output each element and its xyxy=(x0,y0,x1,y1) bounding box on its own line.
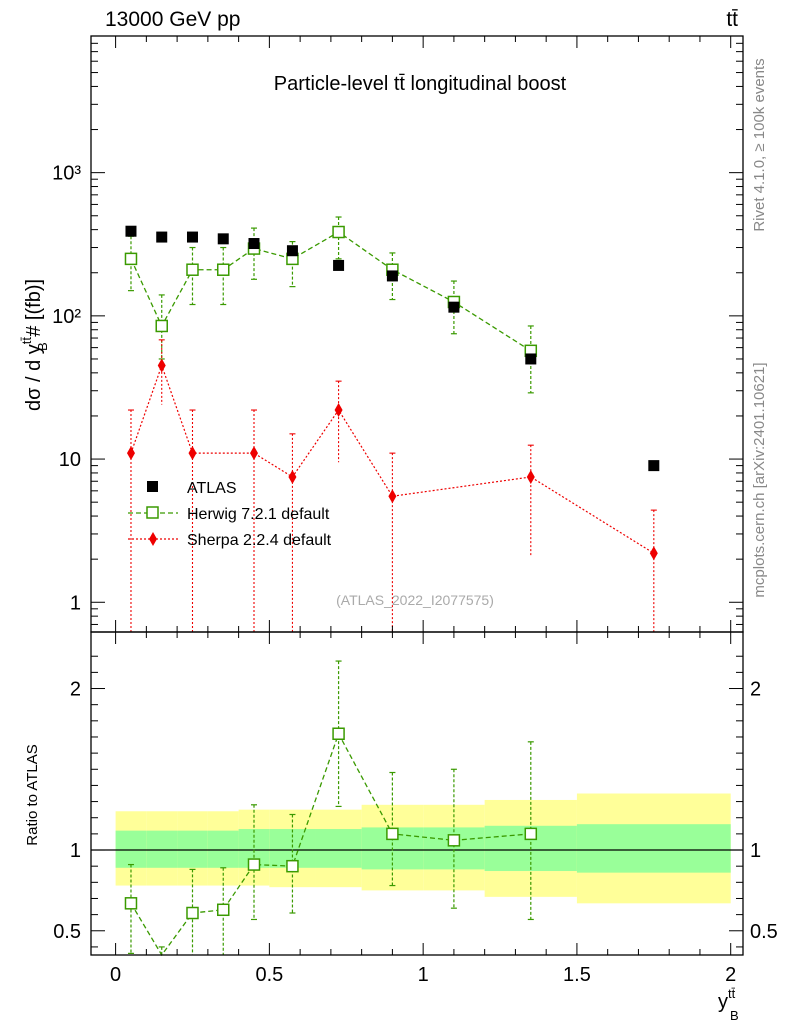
band-inner-10 xyxy=(576,824,731,873)
atlas-point-1 xyxy=(156,231,168,243)
ratio-uncertainty-bands xyxy=(115,793,731,904)
band-inner-1 xyxy=(146,830,178,868)
atlas-point-6 xyxy=(333,259,345,271)
y-tick-label-main-2: 10² xyxy=(52,306,81,328)
process-label: tt̄ xyxy=(726,8,738,31)
herwig-ratio-point-2 xyxy=(186,906,199,920)
atlas-point-10 xyxy=(648,460,660,472)
herwig-ratio-point-8 xyxy=(447,834,461,847)
y-tick-label-ratio-left-0: 0.5 xyxy=(53,921,81,943)
sherpa-point-4 xyxy=(288,469,297,484)
herwig-ratio-point-9 xyxy=(524,827,538,841)
y-tick-label-ratio-right-1: 1 xyxy=(750,840,761,862)
chart-title: Particle-level tt̄ longitudinal boost xyxy=(274,73,567,95)
herwig-point-1 xyxy=(155,319,168,333)
y-axis-label-main: dσ / d ytt̄B # [(fb)] xyxy=(19,279,50,411)
svg-text:dσ / d ytt̄B # [(fb)]: dσ / d ytt̄B # [(fb)] xyxy=(19,279,50,411)
herwig-ratio-point-5 xyxy=(286,859,299,873)
sherpa-point-6 xyxy=(388,489,397,504)
herwig-point-0 xyxy=(124,252,138,266)
legend-atlas-label: ATLAS xyxy=(187,480,237,497)
herwig-point-3 xyxy=(216,263,230,276)
legend: ATLAS Herwig 7.2.1 default Sherpa 2.2.4 … xyxy=(128,480,332,549)
band-inner-3 xyxy=(207,830,239,868)
sherpa-point-7 xyxy=(526,469,535,484)
herwig-ratio-point-7 xyxy=(386,827,399,841)
legend-sherpa-marker xyxy=(149,532,157,546)
rivet-label: Rivet 4.1.0, ≥ 100k events xyxy=(751,58,768,231)
axes: 0 0.5 1 1.5 2 1 10 10² 10³ 0.5 0.5 1 1 2 2 xyxy=(52,35,778,986)
y-tick-label-main-3: 10³ xyxy=(52,163,81,185)
y-tick-label-ratio-left-1: 1 xyxy=(70,840,81,862)
x-tick-label-1: 0.5 xyxy=(255,964,283,986)
band-inner-8 xyxy=(423,827,485,870)
atlas-series xyxy=(125,225,660,472)
x-tick-label-0: 0 xyxy=(110,964,121,986)
mcplots-label: mcplots.cern.ch [arXiv:2401.10621] xyxy=(751,362,768,597)
atlas-point-4 xyxy=(248,238,260,250)
legend-herwig-label: Herwig 7.2.1 default xyxy=(187,506,330,523)
herwig-line xyxy=(130,231,532,352)
herwig-ratio-line xyxy=(130,732,531,957)
atlas-point-5 xyxy=(286,245,298,257)
y-tick-label-ratio-right-2: 2 xyxy=(750,679,761,701)
legend-sherpa-label: Sherpa 2.2.4 default xyxy=(187,532,332,549)
x-tick-label-4: 2 xyxy=(725,964,736,986)
sherpa-point-0 xyxy=(126,446,135,461)
sherpa-point-5 xyxy=(334,403,343,418)
ratio-panel-frame xyxy=(90,631,744,956)
y-tick-label-ratio-left-2: 2 xyxy=(70,679,81,701)
sherpa-point-1 xyxy=(157,358,166,373)
atlas-point-9 xyxy=(525,353,537,365)
band-inner-2 xyxy=(177,830,208,868)
sherpa-point-2 xyxy=(188,446,197,461)
atlas-point-8 xyxy=(448,301,460,313)
x-tick-label-3: 1.5 xyxy=(563,964,591,986)
band-inner-6 xyxy=(315,829,362,868)
atlas-point-0 xyxy=(125,225,137,237)
sherpa-series xyxy=(126,339,658,632)
legend-herwig-marker xyxy=(146,506,159,519)
herwig-ratio-series xyxy=(124,660,538,957)
analysis-tag: (ATLAS_2022_I2077575) xyxy=(336,592,494,608)
energy-label: 13000 GeV pp xyxy=(105,8,240,31)
herwig-ratio-point-3 xyxy=(216,903,230,917)
band-inner-0 xyxy=(115,830,147,868)
y-tick-label-main-0: 1 xyxy=(70,592,81,614)
herwig-ratio-point-6 xyxy=(332,727,345,740)
atlas-point-2 xyxy=(186,231,198,243)
y-axis-label-ratio: Ratio to ATLAS xyxy=(24,744,41,845)
svg-text:B: B xyxy=(730,1008,739,1023)
y-tick-label-ratio-right-0: 0.5 xyxy=(750,921,778,943)
herwig-point-2 xyxy=(186,263,199,276)
sherpa-line xyxy=(130,363,655,554)
herwig-ratio-point-4 xyxy=(247,858,261,871)
atlas-point-3 xyxy=(217,233,229,245)
atlas-point-7 xyxy=(386,270,398,282)
x-tick-label-2: 1 xyxy=(418,964,429,986)
herwig-series xyxy=(124,216,538,394)
x-axis-label: ytt̄ B xyxy=(718,986,739,1023)
sherpa-point-8 xyxy=(649,546,658,561)
y-tick-label-main-1: 10 xyxy=(59,449,81,471)
herwig-point-6 xyxy=(332,225,345,239)
herwig-ratio-point-0 xyxy=(124,897,138,910)
legend-atlas-marker xyxy=(147,481,158,492)
sherpa-point-3 xyxy=(250,446,258,461)
